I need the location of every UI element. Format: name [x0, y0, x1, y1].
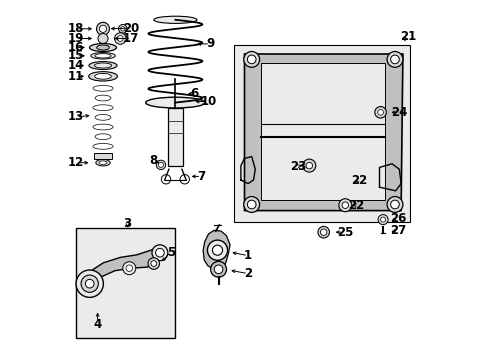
Text: 7: 7 [197, 170, 205, 183]
Circle shape [117, 36, 123, 41]
Circle shape [85, 279, 94, 288]
Circle shape [374, 107, 386, 118]
Ellipse shape [94, 63, 111, 68]
Polygon shape [203, 230, 230, 269]
Ellipse shape [97, 45, 109, 50]
Text: 14: 14 [68, 59, 84, 72]
Ellipse shape [95, 95, 111, 101]
Text: 8: 8 [149, 154, 158, 167]
Circle shape [126, 265, 132, 271]
Ellipse shape [96, 159, 110, 166]
Text: 19: 19 [68, 32, 84, 45]
Text: 11: 11 [68, 70, 84, 83]
Text: 5: 5 [166, 246, 175, 258]
Circle shape [244, 197, 259, 212]
Text: 26: 26 [389, 212, 406, 225]
Text: 4: 4 [93, 318, 102, 330]
Ellipse shape [88, 72, 117, 81]
Circle shape [158, 162, 163, 167]
Circle shape [151, 261, 156, 266]
Circle shape [377, 215, 387, 225]
Text: 22: 22 [347, 199, 364, 212]
Text: 17: 17 [122, 32, 139, 45]
Bar [233, 45, 409, 222]
Ellipse shape [89, 62, 117, 69]
Text: 9: 9 [206, 37, 214, 50]
Text: 1: 1 [244, 249, 252, 262]
Circle shape [386, 51, 402, 67]
Circle shape [386, 197, 402, 212]
Ellipse shape [95, 114, 111, 120]
Text: 3: 3 [123, 217, 131, 230]
Circle shape [76, 270, 103, 297]
Ellipse shape [93, 144, 113, 149]
Text: 15: 15 [68, 49, 84, 62]
Polygon shape [244, 54, 402, 211]
Circle shape [207, 240, 227, 260]
Circle shape [121, 27, 125, 31]
Circle shape [114, 33, 126, 44]
Circle shape [390, 200, 399, 209]
Circle shape [247, 55, 256, 64]
Circle shape [302, 159, 315, 172]
Circle shape [152, 245, 167, 261]
Ellipse shape [93, 105, 113, 111]
Text: 20: 20 [122, 22, 139, 35]
Circle shape [342, 202, 348, 208]
Text: 24: 24 [390, 106, 407, 119]
Ellipse shape [93, 124, 113, 130]
Circle shape [118, 24, 127, 33]
Ellipse shape [95, 73, 111, 79]
Circle shape [377, 109, 383, 115]
Text: 13: 13 [68, 111, 84, 123]
Circle shape [317, 226, 329, 238]
Circle shape [148, 258, 159, 269]
Circle shape [247, 200, 256, 209]
Ellipse shape [95, 134, 111, 140]
Circle shape [98, 33, 108, 44]
Circle shape [244, 51, 259, 67]
Circle shape [212, 245, 222, 255]
Bar [94, 153, 112, 159]
Circle shape [122, 262, 136, 275]
Polygon shape [85, 247, 164, 292]
Polygon shape [260, 63, 384, 200]
Circle shape [320, 229, 326, 235]
Text: 23: 23 [289, 160, 305, 173]
Text: 12: 12 [68, 156, 84, 169]
Circle shape [338, 199, 351, 212]
Ellipse shape [91, 53, 115, 59]
Circle shape [380, 217, 385, 222]
Ellipse shape [145, 97, 204, 108]
Text: 16: 16 [68, 41, 84, 54]
Circle shape [81, 275, 98, 292]
Text: 22: 22 [351, 174, 367, 186]
Circle shape [390, 55, 399, 64]
Circle shape [99, 25, 106, 32]
Text: 25: 25 [336, 226, 353, 239]
Circle shape [155, 248, 164, 257]
Circle shape [214, 265, 223, 274]
Circle shape [305, 162, 312, 169]
Text: 2: 2 [244, 267, 252, 280]
Ellipse shape [153, 16, 197, 23]
Text: 18: 18 [68, 22, 84, 35]
Circle shape [96, 22, 109, 35]
Circle shape [161, 175, 170, 184]
Circle shape [180, 175, 189, 184]
Ellipse shape [93, 85, 113, 91]
Text: 10: 10 [200, 95, 216, 108]
Text: 21: 21 [399, 30, 416, 42]
Circle shape [156, 160, 165, 170]
Text: 6: 6 [189, 87, 198, 100]
Bar [76, 228, 175, 338]
Ellipse shape [89, 44, 116, 51]
Bar [168, 108, 182, 166]
Text: 27: 27 [389, 224, 406, 237]
Ellipse shape [99, 161, 107, 165]
Circle shape [210, 261, 226, 277]
Ellipse shape [95, 54, 111, 58]
